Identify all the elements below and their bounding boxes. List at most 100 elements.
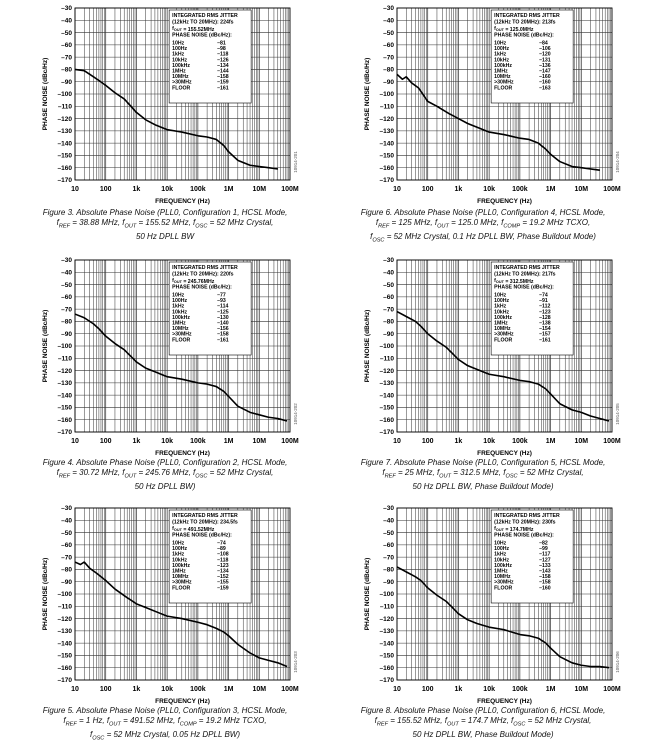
- y-tick-label: –160: [58, 417, 73, 424]
- y-axis-label: PHASE NOISE (dBc/Hz): [364, 58, 371, 131]
- legend-row-label: >30MHz: [172, 580, 192, 586]
- legend-row-label: 10Hz: [172, 293, 185, 299]
- y-tick-label: –150: [58, 653, 73, 660]
- legend-row-label: >30MHz: [494, 80, 514, 86]
- legend-row-value: –163: [539, 85, 551, 91]
- x-tick-label: 100M: [603, 686, 621, 693]
- plot-frame: [74, 507, 291, 681]
- legend-pn-header: PHASE NOISE (dBc/Hz):: [172, 33, 232, 39]
- legend-row-label: 100kHz: [172, 563, 190, 569]
- caption-line: 50 Hz DPLL BW): [134, 481, 196, 491]
- legend-row-label: 10MHz: [172, 574, 189, 580]
- legend-box: [168, 509, 252, 604]
- y-tick-label: –30: [383, 5, 394, 12]
- x-tick-label: 100: [100, 686, 112, 693]
- x-axis-label: FREQUENCY (Hz): [155, 198, 210, 205]
- legend-row-label: 100kHz: [494, 63, 512, 69]
- legend-fout: fOUT = 312.5MHz: [494, 278, 534, 285]
- caption-line: Figure 4. Absolute Phase Noise (PLL0, Co…: [42, 458, 288, 467]
- x-tick-label: 100M: [603, 438, 621, 445]
- legend-row-value: –158: [217, 332, 229, 338]
- y-tick-label: –130: [380, 628, 395, 635]
- legend-row-value: –128: [539, 315, 551, 321]
- legend-row-value: –136: [539, 63, 551, 69]
- plot-frame: [396, 259, 613, 433]
- plot-frame: [396, 507, 613, 681]
- legend-row-label: 10Hz: [494, 293, 507, 299]
- y-tick-label: –50: [61, 530, 72, 537]
- y-tick-label: –30: [61, 505, 72, 512]
- x-tick-label: 1k: [133, 438, 141, 445]
- legend-row-label: >30MHz: [172, 80, 192, 86]
- chart-caption: Figure 3. Absolute Phase Noise (PLL0, Co…: [10, 208, 320, 242]
- legend-pn-header: PHASE NOISE (dBc/Hz):: [172, 533, 232, 539]
- y-tick-label: –130: [58, 628, 73, 635]
- x-axis-label: FREQUENCY (Hz): [155, 698, 210, 705]
- caption-line: fREF = 1 Hz, fOUT = 491.52 MHz, fCOMP = …: [63, 716, 267, 728]
- caption-line: 50 Hz DPLL BW, Phase Buildout Mode): [412, 481, 554, 491]
- y-tick-label: –150: [380, 653, 395, 660]
- caption-line: fREF = 30.72 MHz, fOUT = 245.76 MHz, fOS…: [56, 468, 274, 480]
- x-tick-label: 10M: [574, 186, 588, 193]
- y-tick-label: –50: [61, 282, 72, 289]
- legend-title: INTEGRATED RMS JITTER: [172, 513, 238, 519]
- figure-id: 10914-202: [293, 403, 298, 425]
- legend-row-value: –160: [539, 80, 551, 86]
- y-axis-label: PHASE NOISE (dBc/Hz): [42, 58, 49, 131]
- legend-title: INTEGRATED RMS JITTER: [494, 265, 560, 271]
- chart-svg: –30 –40 –50 –60 –70 –80 –90 –100 –110 –120 –130 –14…: [42, 5, 299, 205]
- x-tick-label: 1k: [133, 686, 141, 693]
- legend-row-label: 1kHz: [494, 552, 507, 558]
- x-tick-label: 100k: [512, 686, 528, 693]
- y-tick-label: –110: [58, 355, 72, 362]
- y-tick-label: –30: [383, 505, 394, 512]
- y-tick-label: –100: [380, 343, 395, 350]
- legend-row-label: >30MHz: [494, 580, 514, 586]
- x-tick-label: 100: [100, 186, 112, 193]
- caption-line: fOSC = 52 MHz Crystal, 0.1 Hz DPLL BW, P…: [370, 231, 596, 244]
- x-tick-label: 100: [422, 438, 434, 445]
- legend-row-label: 10kHz: [172, 309, 187, 315]
- legend-row-label: 100Hz: [172, 546, 187, 552]
- x-tick-label: 100: [100, 438, 112, 445]
- x-tick-label: 100k: [190, 438, 206, 445]
- legend-row-value: –158: [539, 574, 551, 580]
- legend-row-label: 1MHz: [172, 321, 186, 327]
- legend-row-label: 1kHz: [172, 52, 185, 58]
- legend-row-value: –91: [539, 298, 548, 304]
- y-tick-label: –70: [61, 54, 72, 61]
- legend-row-value: –161: [539, 337, 551, 343]
- x-tick-label: 100: [422, 186, 434, 193]
- y-tick-label: –70: [61, 306, 72, 313]
- legend-row-value: –161: [217, 337, 229, 343]
- legend-row-value: –118: [217, 557, 228, 563]
- figure-id: 10914-203: [293, 651, 298, 673]
- legend-row-value: –134: [217, 569, 229, 575]
- legend-row-value: –134: [217, 63, 229, 69]
- caption-line: fREF = 155.52 MHz, fOUT = 174.7 MHz, fOS…: [374, 716, 592, 728]
- legend-row-value: –125: [217, 309, 229, 315]
- legend-row-value: –159: [217, 80, 229, 86]
- legend-box: [490, 261, 574, 356]
- legend-row-value: –126: [217, 57, 229, 63]
- caption-line: fREF = 125 MHz, fOUT = 125.0 MHz, fCOMP …: [375, 218, 591, 230]
- legend-box: [168, 261, 252, 356]
- caption-line: Figure 8. Absolute Phase Noise (PLL0, Co…: [360, 706, 606, 715]
- x-tick-label: 100M: [281, 438, 299, 445]
- y-tick-label: –90: [383, 79, 394, 86]
- legend-row-value: –98: [217, 46, 226, 52]
- y-tick-label: –90: [383, 331, 394, 338]
- y-tick-label: –50: [383, 530, 394, 537]
- y-tick-label: –120: [58, 616, 73, 623]
- y-tick-label: –110: [380, 103, 394, 110]
- legend-row-label: 1MHz: [172, 569, 186, 575]
- y-tick-label: –50: [383, 282, 394, 289]
- y-tick-label: –60: [383, 42, 394, 49]
- chart-svg: –30 –40 –50 –60 –70 –80 –90 –100 –110 –120 –130 –14…: [364, 257, 621, 457]
- x-tick-label: 1k: [455, 686, 463, 693]
- legend-row-value: –77: [217, 293, 226, 299]
- legend-range: (12kHz TO 20MHz): 224fs: [172, 20, 233, 26]
- y-axis-label: PHASE NOISE (dBc/Hz): [42, 310, 49, 383]
- legend-row-label: 1kHz: [494, 52, 507, 58]
- y-tick-label: –130: [380, 380, 395, 387]
